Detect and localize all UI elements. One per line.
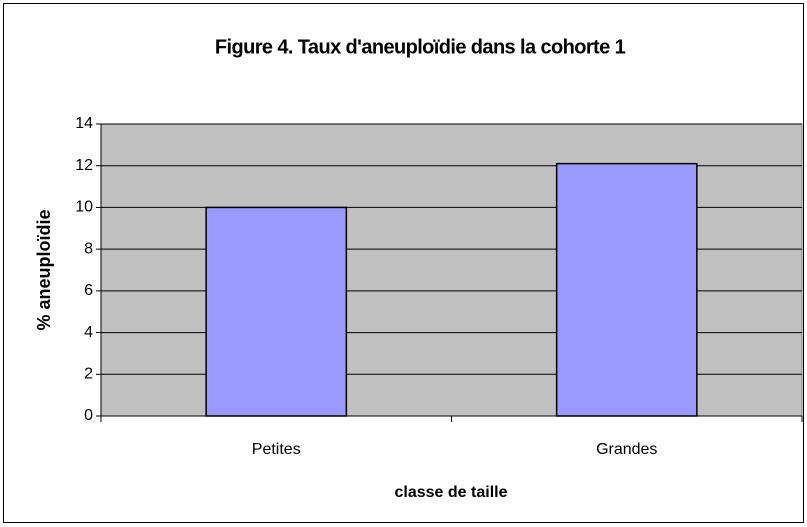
y-tick-label: 14 (75, 115, 93, 132)
y-tick-label: 6 (84, 282, 93, 299)
y-tick-label: 12 (75, 157, 93, 174)
bar (205, 206, 348, 417)
y-tick-label: 2 (84, 366, 93, 383)
x-axis-label: classe de taille (395, 484, 508, 501)
y-axis-label: % aneuploïdie (34, 209, 54, 330)
y-tick-label: 4 (84, 324, 93, 341)
bar (555, 162, 698, 417)
x-tick-label: Grandes (596, 441, 657, 458)
y-tick-label: 8 (84, 240, 93, 257)
chart-title: Figure 4. Taux d'aneuploïdie dans la coh… (215, 36, 626, 58)
x-tick-label: Petites (252, 441, 301, 458)
y-tick-label: 0 (84, 407, 93, 424)
y-tick-label: 10 (75, 199, 93, 216)
